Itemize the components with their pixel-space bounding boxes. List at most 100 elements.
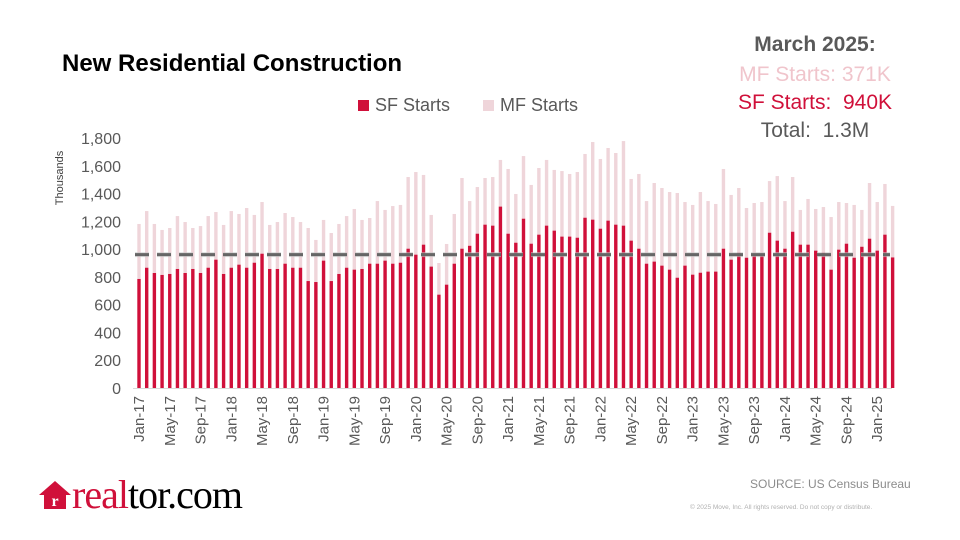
- bar-mf-Nov-17: [214, 212, 218, 260]
- bar-mf-Mar-24: [798, 209, 803, 245]
- bar-sf-Jul-24: [829, 269, 833, 388]
- bar-mf-Jun-19: [360, 219, 364, 269]
- bar-sf-Aug-21: [560, 236, 564, 388]
- bar-sf-Sep-17: [198, 273, 203, 388]
- bar-mf-Dec-24: [867, 183, 872, 239]
- legend-item-mf: MF Starts: [483, 95, 578, 116]
- bar-mf-Oct-20: [483, 178, 487, 225]
- x-tick-label: Sep-17: [193, 396, 210, 444]
- bar-mf-Sep-20: [475, 187, 480, 234]
- bar-mf-Jul-24: [829, 217, 833, 270]
- x-tick-label: May-22: [623, 396, 640, 446]
- bar-mf-Mar-17: [152, 223, 157, 273]
- realtor-logo: r realtor.com: [38, 475, 243, 515]
- bar-mf-Nov-24: [860, 209, 864, 247]
- bar-sf-Jun-22: [637, 248, 641, 388]
- bar-sf-Oct-17: [206, 267, 210, 388]
- bar-sf-Dec-23: [775, 240, 779, 388]
- bar-sf-Mar-20: [429, 266, 433, 388]
- bar-sf-Dec-22: [683, 265, 687, 388]
- bar-mf-Mar-21: [521, 156, 526, 219]
- bar-sf-Jan-22: [598, 228, 603, 388]
- bar-sf-Nov-19: [398, 262, 403, 388]
- bar-mf-Dec-17: [221, 224, 226, 274]
- bar-sf-May-17: [168, 273, 172, 388]
- bar-mf-Dec-23: [775, 176, 779, 241]
- bar-sf-Aug-20: [467, 245, 472, 388]
- chart-title: New Residential Construction: [62, 50, 403, 77]
- bar-mf-Sep-23: [752, 203, 756, 255]
- y-tick-label: 1,600: [81, 159, 121, 176]
- bar-mf-Feb-24: [790, 177, 795, 232]
- bar-mf-Mar-23: [706, 201, 710, 272]
- bar-sf-Aug-17: [191, 268, 195, 388]
- x-tick-label: Jan-23: [685, 396, 702, 442]
- bar-sf-Aug-23: [744, 257, 749, 388]
- bar-sf-Jan-24: [783, 248, 787, 388]
- bar-sf-Jan-17: [137, 278, 141, 388]
- bar-mf-Jan-21: [506, 168, 510, 234]
- bar-sf-Jul-18: [275, 268, 280, 388]
- bar-mf-Sep-18: [291, 217, 295, 268]
- bar-sf-Feb-17: [144, 267, 149, 388]
- bar-sf-Aug-18: [283, 263, 287, 388]
- x-tick-label: Jan-17: [131, 396, 148, 442]
- house-r-icon: r: [39, 481, 71, 510]
- bar-mf-Mar-19: [337, 223, 341, 274]
- bar-mf-Jan-19: [321, 219, 326, 261]
- bar-sf-Jun-18: [268, 268, 272, 388]
- bar-sf-Aug-19: [375, 263, 380, 388]
- bar-mf-Oct-17: [206, 216, 210, 268]
- x-tick-label: May-24: [808, 396, 825, 446]
- bar-sf-Sep-22: [660, 265, 664, 388]
- bar-sf-May-22: [629, 240, 633, 388]
- bar-sf-Oct-22: [667, 269, 672, 388]
- bar-mf-Nov-18: [306, 228, 310, 282]
- bar-mf-Jul-23: [737, 188, 741, 253]
- y-tick-label: 1,000: [81, 242, 121, 259]
- bar-mf-Jun-17: [175, 216, 180, 269]
- x-tick-label: Jan-19: [316, 396, 333, 442]
- bar-sf-Jul-23: [737, 252, 741, 388]
- x-tick-label: Sep-23: [746, 396, 763, 444]
- bar-mf-Jan-23: [690, 204, 695, 275]
- bar-mf-Jun-20: [452, 213, 456, 264]
- bar-sf-Apr-19: [344, 267, 349, 388]
- bar-mf-Dec-22: [683, 202, 687, 266]
- bar-sf-Apr-18: [252, 262, 257, 388]
- bar-sf-Feb-19: [329, 281, 333, 388]
- bar-mf-Mar-22: [614, 153, 618, 225]
- bar-sf-Jan-23: [690, 274, 695, 388]
- bar-mf-Jul-21: [552, 169, 556, 231]
- x-tick-label: Sep-24: [838, 396, 855, 444]
- x-tick-label: Jan-21: [500, 396, 517, 442]
- bar-sf-Jun-19: [360, 268, 364, 388]
- x-tick-label: May-19: [346, 396, 363, 446]
- bar-sf-Apr-21: [529, 243, 533, 388]
- bar-mf-Feb-22: [606, 148, 610, 221]
- bar-mf-Mar-18: [244, 208, 249, 268]
- bar-mf-Feb-25: [883, 183, 887, 235]
- bar-mf-Mar-20: [429, 214, 433, 267]
- bar-sf-Jun-24: [821, 252, 826, 388]
- x-tick-label: Jan-20: [408, 396, 425, 442]
- bar-mf-Oct-22: [667, 192, 672, 270]
- x-tick-label: Sep-20: [469, 396, 486, 444]
- legend-label-sf: SF Starts: [375, 95, 451, 115]
- bar-mf-Jan-17: [137, 223, 141, 279]
- bar-mf-Nov-23: [767, 181, 772, 233]
- highlight-mf-starts: MF Starts: 371K: [739, 63, 891, 86]
- bar-sf-Mar-25: [890, 257, 895, 388]
- bar-mf-Sep-19: [383, 209, 387, 261]
- bar-sf-Jan-25: [875, 250, 879, 388]
- bar-sf-Mar-19: [337, 273, 341, 388]
- bar-mf-Oct-18: [298, 222, 303, 268]
- bar-mf-May-18: [260, 202, 264, 254]
- bar-mf-Nov-19: [398, 204, 403, 263]
- highlight-sf-starts: SF Starts: 940K: [737, 91, 893, 114]
- bar-sf-Sep-24: [844, 243, 849, 388]
- x-tick-label: Sep-21: [562, 396, 579, 444]
- svg-text:r: r: [51, 493, 58, 510]
- bar-mf-Jun-23: [729, 194, 733, 260]
